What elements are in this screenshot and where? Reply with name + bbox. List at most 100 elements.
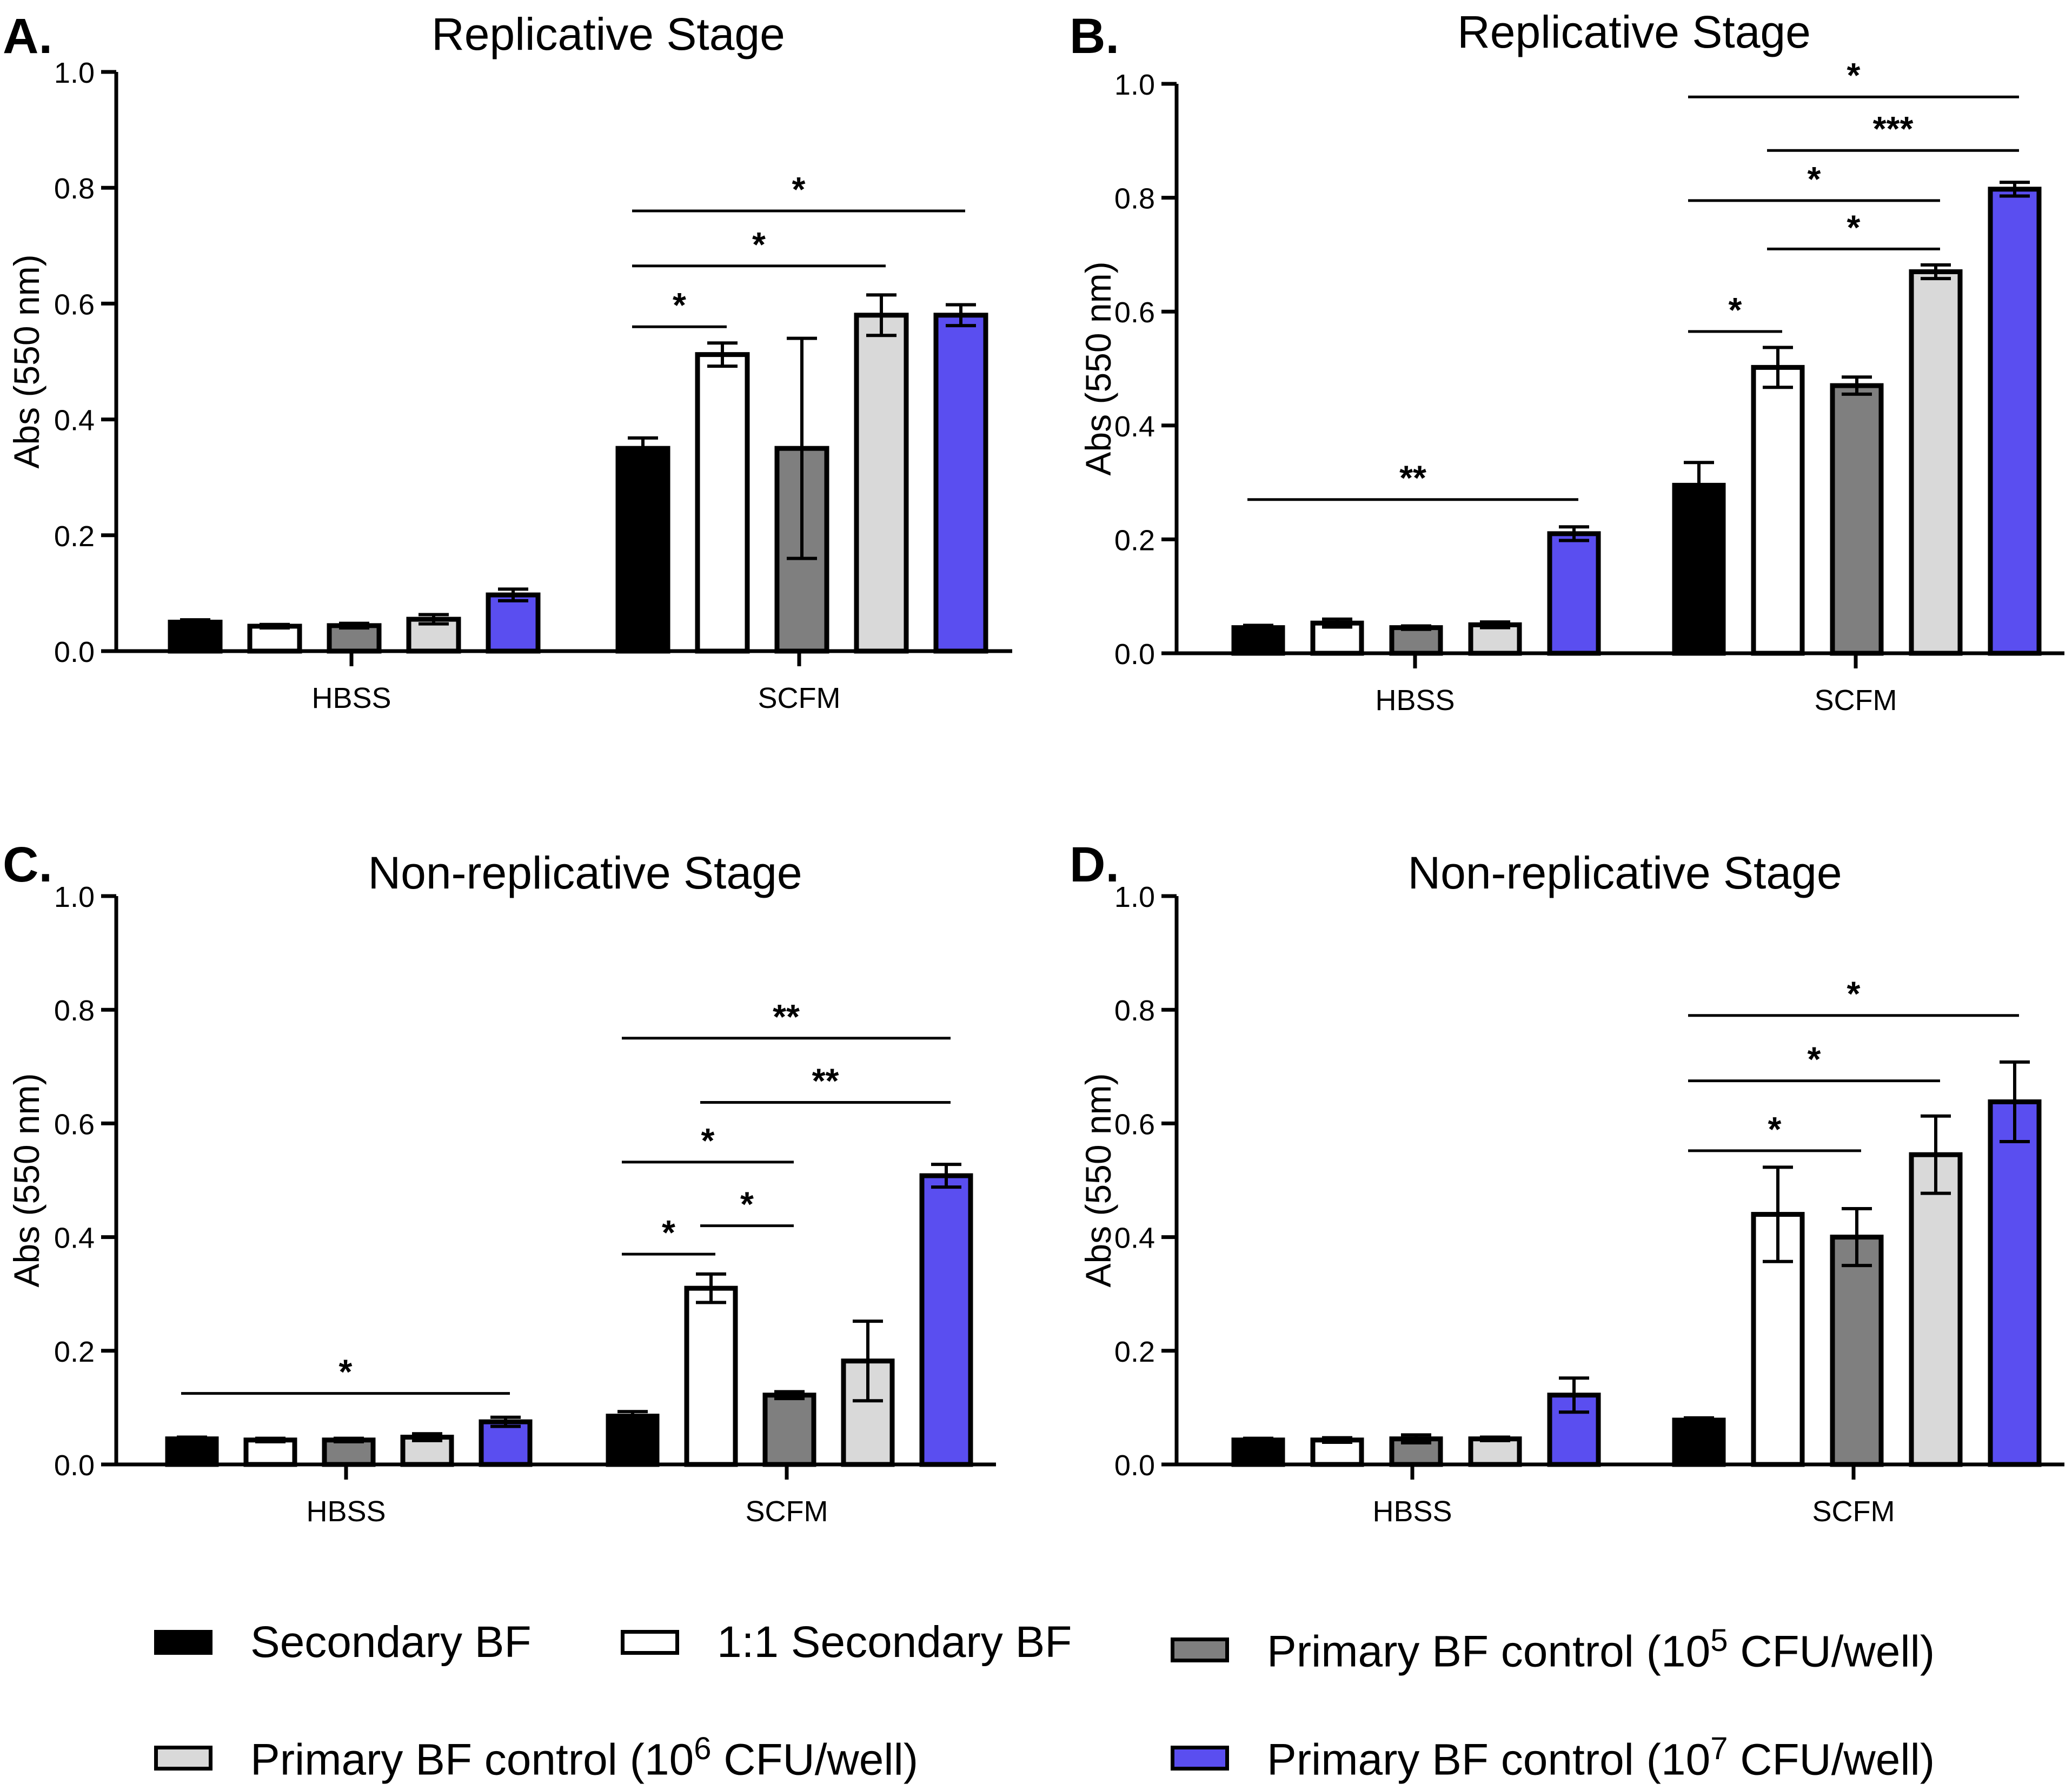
- y-tick-label: 1.0: [54, 881, 95, 913]
- bar: [695, 352, 750, 654]
- chart-panel-b: B. Replicative Stage Abs (550 nm) 0.0 0.2 0.4…: [1070, 6, 2064, 717]
- y-tick-label: 1.0: [54, 57, 95, 89]
- y-tick-label: 0.0: [54, 636, 95, 668]
- x-tick-label: SCFM: [1815, 684, 1897, 717]
- y-tick-label: 0.2: [1114, 1336, 1155, 1368]
- significance-label: ***: [1873, 109, 1914, 148]
- significance-label: *: [701, 1121, 715, 1160]
- legend-label: Primary BF control (105 CFU/well): [1267, 1623, 1935, 1676]
- significance-label: *: [792, 170, 806, 209]
- legend: Secondary BF 1:1 Secondary BF Primary BF…: [0, 1557, 2072, 1790]
- bar: [1672, 1417, 1726, 1467]
- y-axis-label: Abs (550 nm): [1078, 261, 1118, 475]
- bar: [606, 1414, 660, 1467]
- bar: [1672, 482, 1726, 656]
- legend-swatch-primary-bf-10-6: [154, 1745, 212, 1771]
- y-tick-label: 0.4: [1114, 1222, 1155, 1255]
- bar: [1830, 383, 1884, 656]
- bar: [247, 624, 302, 654]
- y-tick-label: 0.8: [54, 995, 95, 1027]
- significance-label: *: [339, 1353, 353, 1391]
- legend-item-primary-bf-10-6: Primary BF control (106 CFU/well): [154, 1731, 918, 1785]
- significance-label: *: [752, 225, 766, 264]
- bar: [479, 1419, 533, 1467]
- y-tick-label: 0.8: [1114, 183, 1155, 215]
- x-tick-label: SCFM: [746, 1495, 828, 1528]
- significance-label: *: [1768, 1110, 1782, 1149]
- legend-swatch-1-1-secondary-bf: [621, 1630, 679, 1655]
- legend-label: Secondary BF: [250, 1617, 532, 1667]
- chart-title: Replicative Stage: [1457, 6, 1811, 57]
- bar: [1909, 1152, 1963, 1467]
- y-tick-label: 0.0: [54, 1449, 95, 1482]
- bar: [1988, 1099, 2042, 1467]
- x-tick-label: SCFM: [1812, 1495, 1895, 1528]
- legend-swatch-primary-bf-10-5: [1171, 1637, 1229, 1662]
- bar: [933, 313, 988, 654]
- y-tick-label: 0.4: [54, 405, 95, 437]
- significance-label: *: [740, 1185, 754, 1224]
- bar: [854, 313, 909, 654]
- panel-label: D.: [1070, 837, 1119, 892]
- legend-label: Primary BF control (106 CFU/well): [250, 1731, 919, 1785]
- x-tick-label: SCFM: [758, 682, 841, 714]
- chart-panel-a: A. Replicative Stage Abs (550 nm) 0.0 0.2 0.4…: [3, 9, 1012, 714]
- y-tick-label: 0.8: [54, 173, 95, 205]
- legend-item-secondary-bf: Secondary BF: [154, 1617, 532, 1668]
- y-tick-label: 0.8: [1114, 995, 1155, 1027]
- chart-panel-d: D. Non-replicative Stage Abs (550 nm) 0.0 0.…: [1070, 837, 2064, 1528]
- chart-title: Non-replicative Stage: [368, 847, 802, 898]
- figure-canvas: A. Replicative Stage Abs (550 nm) 0.0 0.2 0.4…: [3, 6, 2064, 1528]
- legend-label: 1:1 Secondary BF: [717, 1617, 1072, 1667]
- significance-label: *: [673, 286, 686, 324]
- panel-label: A.: [3, 9, 52, 64]
- x-tick-label: HBSS: [306, 1495, 386, 1528]
- significance-label: **: [812, 1062, 839, 1100]
- x-tick-label: HBSS: [1375, 684, 1455, 717]
- significance-label: *: [1808, 160, 1821, 198]
- bar: [1909, 269, 1963, 656]
- bar: [1468, 1436, 1522, 1467]
- bar: [1830, 1235, 1884, 1467]
- y-tick-label: 0.2: [1114, 524, 1155, 556]
- bar: [486, 592, 541, 654]
- y-tick-label: 1.0: [1114, 881, 1155, 913]
- bar: [684, 1285, 738, 1467]
- bar: [1389, 625, 1443, 656]
- panel-label: B.: [1070, 9, 1119, 64]
- bar: [1751, 364, 1805, 656]
- significance-label: **: [773, 997, 800, 1036]
- y-axis-label: Abs (550 nm): [6, 1073, 47, 1287]
- y-axis-label: Abs (550 nm): [1078, 1073, 1118, 1287]
- y-tick-label: 0.6: [1114, 1108, 1155, 1141]
- bar: [322, 1437, 376, 1467]
- significance-label: *: [1808, 1040, 1821, 1079]
- chart-panel-c: C. Non-replicative Stage Abs (550 nm) 0.0 0.…: [3, 837, 996, 1528]
- y-tick-label: 0.4: [1114, 410, 1155, 443]
- y-tick-label: 0.6: [1114, 296, 1155, 329]
- legend-swatch-primary-bf-10-7: [1171, 1745, 1229, 1771]
- significance-label: *: [1847, 974, 1861, 1013]
- bar: [919, 1173, 973, 1467]
- significance-label: *: [1729, 290, 1742, 329]
- x-tick-label: HBSS: [1372, 1495, 1452, 1528]
- legend-swatch-secondary-bf: [154, 1630, 212, 1655]
- legend-label: Primary BF control (107 CFU/well): [1267, 1731, 1935, 1785]
- chart-title: Non-replicative Stage: [1407, 847, 1842, 898]
- bar: [327, 623, 382, 654]
- legend-item-primary-bf-10-7: Primary BF control (107 CFU/well): [1171, 1731, 1935, 1785]
- legend-item-primary-bf-10-5: Primary BF control (105 CFU/well): [1171, 1622, 1935, 1677]
- y-axis-label: Abs (550 nm): [6, 254, 47, 468]
- chart-title: Replicative Stage: [431, 9, 785, 59]
- y-tick-label: 0.0: [1114, 1449, 1155, 1482]
- bar: [168, 619, 223, 654]
- bar: [762, 1393, 816, 1467]
- y-tick-label: 0.6: [54, 1108, 95, 1141]
- bar: [1547, 531, 1601, 656]
- y-tick-label: 0.6: [54, 288, 95, 321]
- bar: [1988, 187, 2042, 656]
- y-tick-label: 1.0: [1114, 69, 1155, 101]
- significance-label: *: [1847, 56, 1861, 95]
- significance-label: *: [662, 1213, 675, 1252]
- bar: [243, 1437, 297, 1467]
